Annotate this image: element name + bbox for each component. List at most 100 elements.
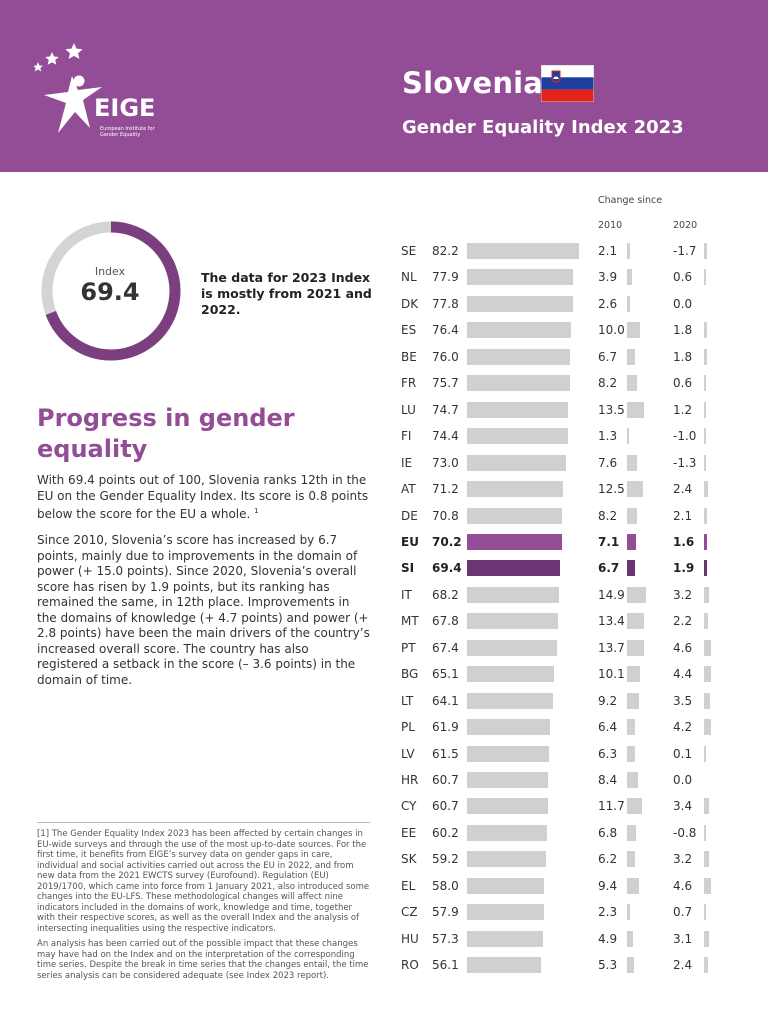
country-code: FR bbox=[401, 376, 417, 391]
change-2010-value: 7.6 bbox=[598, 455, 618, 470]
country-code: MT bbox=[401, 614, 419, 629]
table-row: HU 57.3 4.9 3.1 bbox=[0, 930, 768, 958]
change-2020-value: 0.0 bbox=[673, 773, 693, 787]
table-row: DK 77.8 2.6 0.0 bbox=[0, 295, 768, 323]
score-value: 57.3 bbox=[432, 931, 459, 946]
change-2010-value: 13.7 bbox=[598, 640, 625, 655]
data-note: The data for 2023 Index is mostly from 2… bbox=[201, 270, 372, 317]
table-row: SK 59.2 6.2 3.2 bbox=[0, 851, 768, 878]
section-title: Progress in gender equality bbox=[37, 404, 295, 463]
change-2020-bar bbox=[704, 428, 706, 445]
country-code: LV bbox=[401, 746, 415, 761]
col-2020-header: 2020 bbox=[673, 220, 698, 231]
change-2020-value: 2.1 bbox=[673, 508, 693, 523]
table-row: IE 73.0 7.6 -1.3 bbox=[0, 454, 768, 482]
change-2010-value: 8.2 bbox=[598, 376, 618, 391]
table-row: CY 60.7 11.7 3.4 bbox=[0, 798, 768, 825]
table-row: SE 82.2 2.1 -1.7 bbox=[0, 243, 768, 270]
col-2010-header: 2010 bbox=[598, 220, 623, 231]
change-2020-value: 1.2 bbox=[673, 402, 693, 417]
score-bar bbox=[467, 798, 548, 815]
score-bar bbox=[467, 586, 559, 603]
change-2010-value: 7.1 bbox=[598, 534, 620, 549]
score-bar bbox=[467, 957, 542, 974]
change-2010-value: 2.1 bbox=[598, 244, 618, 258]
score-bar bbox=[467, 401, 569, 418]
change-2020-value: 1.8 bbox=[673, 323, 693, 338]
table-row: EU 70.2 7.1 1.6 bbox=[0, 533, 768, 561]
change-2020-value: 1.9 bbox=[673, 561, 695, 576]
country-code: HR bbox=[401, 773, 419, 787]
change-2020-value: 3.2 bbox=[673, 852, 693, 867]
change-2010-bar bbox=[627, 428, 629, 445]
change-2020-bar bbox=[704, 586, 710, 603]
change-2010-value: 1.3 bbox=[598, 429, 618, 444]
score-value: 61.5 bbox=[432, 746, 459, 761]
index-donut-chart bbox=[41, 221, 181, 361]
score-value: 77.8 bbox=[432, 296, 459, 311]
score-value: 70.8 bbox=[432, 508, 459, 523]
change-since-header: Change since bbox=[598, 195, 663, 206]
change-2020-value: 4.6 bbox=[673, 878, 693, 893]
change-2020-value: 2.4 bbox=[673, 482, 693, 497]
score-bar bbox=[467, 243, 579, 259]
change-2010-value: 13.5 bbox=[598, 402, 625, 417]
score-bar bbox=[467, 560, 561, 577]
eige-logo-icon: EIGE bbox=[34, 43, 155, 133]
change-2010-value: 6.2 bbox=[598, 852, 618, 867]
change-2020-bar bbox=[704, 507, 708, 524]
change-2020-value: -0.8 bbox=[673, 825, 697, 840]
change-2020-value: 2.2 bbox=[673, 614, 693, 629]
change-2010-value: 8.4 bbox=[598, 773, 618, 787]
change-2020-bar bbox=[704, 824, 706, 841]
change-2020-bar bbox=[704, 957, 708, 974]
table-row: FI 74.4 1.3 -1.0 bbox=[0, 428, 768, 455]
country-code: HU bbox=[401, 931, 419, 946]
score-value: 73.0 bbox=[432, 455, 459, 470]
change-2020-value: 3.5 bbox=[673, 693, 693, 708]
change-2020-value: 0.0 bbox=[673, 296, 693, 311]
change-2020-bar bbox=[704, 243, 707, 259]
change-2010-value: 4.9 bbox=[598, 931, 618, 946]
change-2010-bar bbox=[627, 586, 646, 603]
table-row: MT 67.8 13.4 2.2 bbox=[0, 613, 768, 640]
country-code: CZ bbox=[401, 905, 418, 920]
score-value: 65.1 bbox=[432, 667, 459, 682]
change-2010-value: 2.3 bbox=[598, 905, 618, 920]
change-2010-bar bbox=[627, 454, 637, 471]
score-bar bbox=[467, 533, 562, 550]
country-code: SE bbox=[401, 244, 417, 258]
change-2010-bar bbox=[627, 745, 635, 762]
footnote-1: [1] The Gender Equality Index 2023 has b… bbox=[37, 829, 370, 934]
change-2010-bar bbox=[627, 560, 636, 577]
paragraph-ranking: With 69.4 points out of 100, Slovenia ra… bbox=[37, 473, 372, 523]
country-code: DE bbox=[401, 508, 418, 523]
table-row: IT 68.2 14.9 3.2 bbox=[0, 586, 768, 614]
table-row: PL 61.9 6.4 4.2 bbox=[0, 719, 768, 746]
country-code: IT bbox=[401, 587, 412, 602]
change-2010-bar bbox=[627, 666, 640, 683]
score-value: 58.0 bbox=[432, 878, 459, 893]
table-row: SI 69.4 6.7 1.9 bbox=[0, 560, 768, 587]
index-label: Index bbox=[94, 265, 126, 278]
change-2010-bar bbox=[627, 877, 639, 894]
change-2020-bar bbox=[704, 851, 710, 868]
footnote-ref[interactable]: 1 bbox=[254, 507, 259, 515]
table-row: DE 70.8 8.2 2.1 bbox=[0, 507, 768, 535]
change-2020-bar bbox=[704, 666, 712, 683]
score-value: 64.1 bbox=[432, 693, 459, 708]
change-2010-bar bbox=[627, 957, 634, 974]
change-2010-bar bbox=[627, 269, 632, 286]
change-2020-bar bbox=[704, 613, 708, 630]
country-code: EU bbox=[401, 534, 419, 549]
change-2020-bar bbox=[704, 481, 708, 498]
table-row: BE 76.0 6.7 1.8 bbox=[0, 348, 768, 376]
change-2010-bar bbox=[627, 613, 644, 630]
score-bar bbox=[467, 295, 573, 312]
score-value: 57.9 bbox=[432, 905, 459, 920]
change-2010-value: 9.2 bbox=[598, 693, 618, 708]
table-row: PT 67.4 13.7 4.6 bbox=[0, 639, 768, 667]
table-row: ES 76.4 10.0 1.8 bbox=[0, 322, 768, 349]
change-2010-value: 6.7 bbox=[598, 561, 620, 576]
score-value: 69.4 bbox=[432, 561, 462, 576]
